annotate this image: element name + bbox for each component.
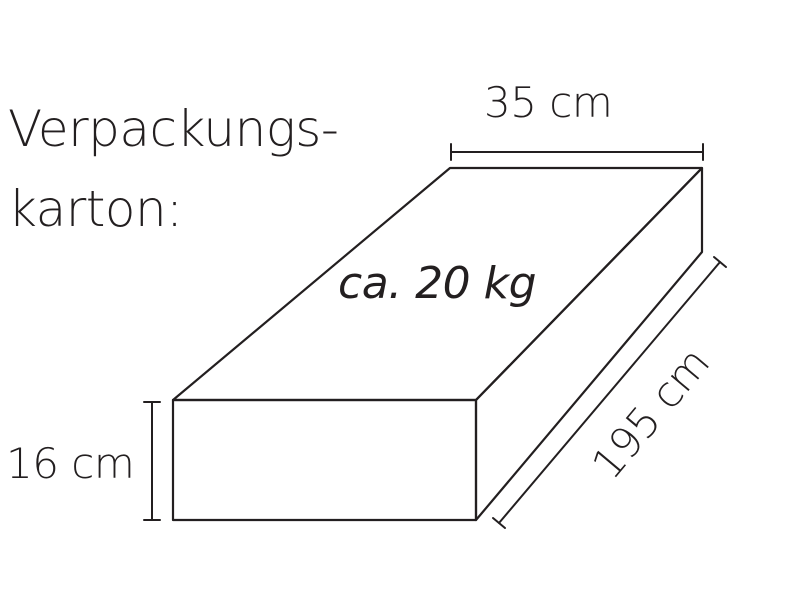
box-front-face	[171, 398, 478, 522]
title-line-2: karton:	[8, 180, 183, 238]
height-label: 16 cm	[6, 439, 134, 488]
weight-label: ca. 20 kg	[338, 258, 536, 309]
title-line-1: Verpackungs-	[8, 100, 338, 158]
box-side-face	[474, 166, 704, 522]
width-dimension-line	[450, 143, 704, 161]
width-label: 35 cm	[484, 78, 612, 127]
length-dimension-line	[492, 256, 727, 529]
length-label: 195 cm	[582, 339, 719, 489]
height-dimension-line	[143, 401, 161, 521]
